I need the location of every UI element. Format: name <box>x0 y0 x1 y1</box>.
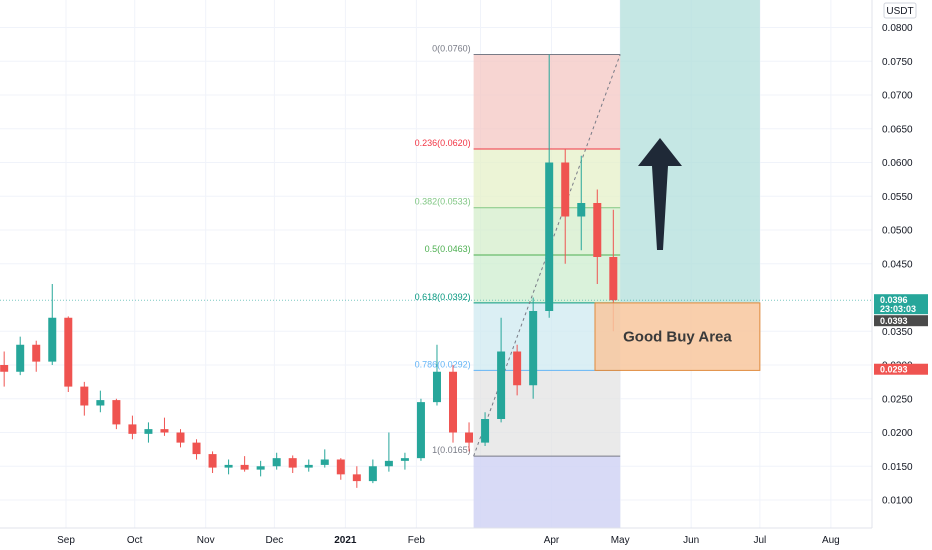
fib-trend-line <box>473 54 621 457</box>
currency-label: USDT <box>886 6 913 17</box>
y-tick-label: 0.0550 <box>882 192 913 203</box>
candle-body <box>48 317 57 362</box>
candle-body <box>481 419 490 443</box>
candle-body <box>529 311 538 386</box>
candle-body <box>32 344 41 362</box>
candle-body <box>240 464 249 470</box>
x-tick-label: Feb <box>408 535 426 546</box>
x-tick-label: Nov <box>197 535 215 546</box>
fibonacci-retracement[interactable]: 0(0.0760) 0.236(0.0620) 0.382(0.0533) 0.5(0… <box>415 44 621 529</box>
y-tick-label: 0.0800 <box>882 23 913 34</box>
y-tick-label: 0.0600 <box>882 158 913 169</box>
x-tick-label: Dec <box>265 535 283 546</box>
candle-body <box>288 458 297 468</box>
fib-band <box>473 54 621 149</box>
candle-body <box>609 257 618 301</box>
last-price-badge-countdown: 23:03:03 <box>880 304 916 314</box>
x-tick-label: May <box>611 535 630 546</box>
candle-body <box>160 429 169 433</box>
low-price-badge-value: 0.0293 <box>880 365 908 375</box>
candle-body <box>256 466 265 470</box>
candle-body <box>497 351 506 419</box>
candle-body <box>449 371 458 433</box>
candle-body <box>208 454 217 468</box>
last-price-badge-value: 0.0396 <box>880 295 908 305</box>
x-tick-label: Sep <box>57 535 75 546</box>
candle-body <box>416 402 425 459</box>
candle-body <box>561 162 570 217</box>
secondary-price-badge-value: 0.0393 <box>880 316 908 326</box>
up-arrow-icon <box>638 138 682 250</box>
candle-body <box>336 459 345 475</box>
candle-body <box>545 162 554 311</box>
y-tick-label: 0.0500 <box>882 226 913 237</box>
y-tick-label: 0.0450 <box>882 259 913 270</box>
drawing-zones <box>620 0 760 303</box>
y-tick-label: 0.0700 <box>882 91 913 102</box>
fib-level-label: 0.786(0.0292) <box>415 359 471 369</box>
candle-body <box>304 464 313 468</box>
low-price-badge-bg <box>874 363 928 375</box>
fib-level-label: 0.382(0.0533) <box>415 197 471 207</box>
candle-body <box>16 344 25 372</box>
candle-body <box>432 371 441 403</box>
fib-band <box>473 370 621 457</box>
fib-level-label: 0.5(0.0463) <box>425 244 471 254</box>
annotations[interactable]: Good Buy Area <box>0 138 872 371</box>
x-tick-label: Oct <box>127 535 143 546</box>
y-tick-label: 0.0100 <box>882 496 913 507</box>
y-tick-label: 0.0250 <box>882 394 913 405</box>
candle-body <box>0 365 9 372</box>
fib-level-label: 0.618(0.0392) <box>415 292 471 302</box>
fib-level-label: 0(0.0760) <box>432 44 471 54</box>
x-tick-label: Apr <box>544 535 560 546</box>
target-zone <box>620 0 760 303</box>
candle-body <box>224 464 233 468</box>
x-tick-label: 2021 <box>334 535 357 546</box>
good-buy-area-label: Good Buy Area <box>623 329 732 346</box>
x-tick-label: Jul <box>753 535 766 546</box>
fib-level-label: 1(0.0165) <box>432 445 471 455</box>
candle-body <box>112 400 121 425</box>
currency-label-box <box>883 2 917 19</box>
candle-body <box>64 317 73 387</box>
x-tick-label: Jun <box>683 535 699 546</box>
y-tick-label: 0.0650 <box>882 124 913 135</box>
time-axis-background <box>0 528 932 550</box>
candle-body <box>128 424 137 434</box>
secondary-price-badge-bg <box>874 315 928 327</box>
y-tick-label: 0.0350 <box>882 327 913 338</box>
fib-level-label: 0.236(0.0620) <box>415 138 471 148</box>
candle-body <box>144 429 153 434</box>
candle-body <box>352 474 361 482</box>
candlestick-series <box>0 54 618 488</box>
candle-body <box>400 458 409 461</box>
fib-band <box>473 456 621 528</box>
candle-body <box>96 400 105 406</box>
y-tick-label: 0.0150 <box>882 462 913 473</box>
y-tick-label: 0.0750 <box>882 57 913 68</box>
candle-body <box>465 432 474 443</box>
good-buy-area-box <box>594 302 761 371</box>
candle-body <box>272 458 281 467</box>
candle-body <box>384 460 393 467</box>
candle-body <box>192 442 201 455</box>
last-price-badge-bg <box>874 294 928 315</box>
candle-body <box>176 432 185 443</box>
candle-body <box>577 203 586 217</box>
x-tick-label: Aug <box>822 535 840 546</box>
price-axis-background <box>872 0 932 550</box>
candle-body <box>368 466 377 482</box>
candle-body <box>593 203 602 257</box>
candle-body <box>80 386 89 406</box>
y-tick-label: 0.0200 <box>882 428 913 439</box>
candle-body <box>320 459 329 465</box>
candle-body <box>513 351 522 386</box>
